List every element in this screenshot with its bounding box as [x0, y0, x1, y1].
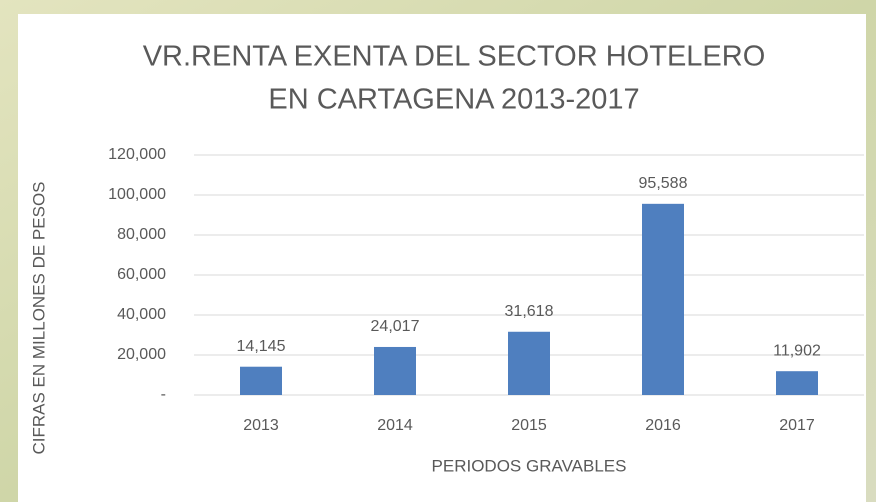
y-tick-label: - [161, 386, 166, 403]
x-tick-label: 2017 [779, 417, 815, 434]
bar [776, 371, 818, 395]
y-tick-label: 100,000 [108, 186, 166, 203]
data-label: 31,618 [505, 303, 554, 320]
x-axis-label: PERIODOS GRAVABLES [432, 456, 627, 475]
bar [240, 366, 282, 395]
chart-area [18, 14, 866, 502]
y-tick-label: 60,000 [117, 266, 166, 283]
data-label: 14,145 [237, 338, 286, 355]
data-label: 11,902 [773, 342, 821, 359]
y-tick-label: 40,000 [117, 306, 166, 323]
chart-title: EN CARTAGENA 2013-2017 [268, 84, 639, 116]
y-tick-label: 20,000 [117, 346, 166, 363]
x-tick-label: 2015 [511, 417, 547, 434]
bar [374, 346, 416, 395]
x-tick-label: 2016 [645, 417, 681, 434]
data-label: 24,017 [371, 318, 420, 335]
y-tick-label: 80,000 [117, 226, 166, 243]
y-tick-label: 120,000 [108, 146, 166, 163]
x-tick-label: 2014 [377, 417, 413, 434]
x-tick-label: 2013 [243, 417, 279, 434]
y-axis-label: CIFRAS EN MILLONES DE PESOS [29, 181, 48, 454]
data-label: 95,588 [639, 175, 688, 192]
bar [642, 203, 684, 395]
chart-title: VR.RENTA EXENTA DEL SECTOR HOTELERO [143, 41, 766, 73]
bar [508, 331, 550, 395]
